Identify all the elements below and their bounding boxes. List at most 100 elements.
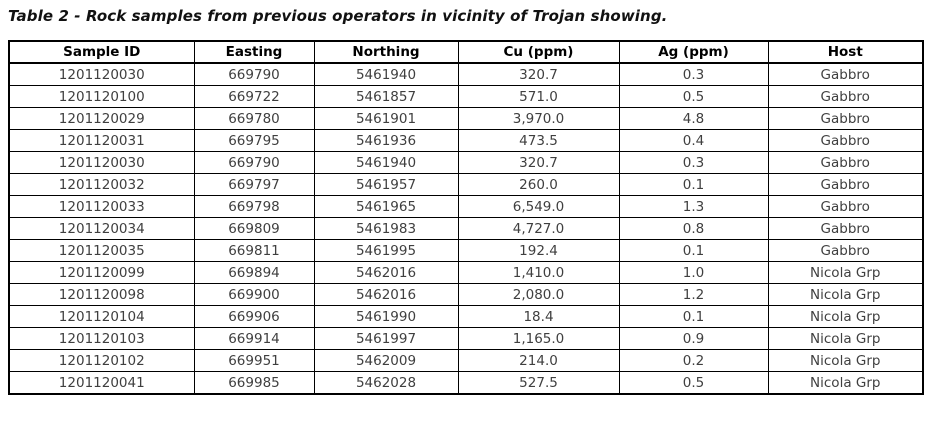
cell-ag-ppm: 0.5 [618,371,769,395]
table-header: Sample ID Easting Northing Cu (ppm) Ag (ppm)… [8,40,924,64]
column-header-sample-id: Sample ID [8,40,195,64]
column-header-easting: Easting [193,40,315,64]
table-row: 1201120102 669951 5462009 214.0 0.2 Nicola Gr… [8,349,924,372]
cell-sample-id: 1201120099 [8,261,195,284]
cell-cu-ppm: 3,970.0 [457,107,620,130]
table-row: 1201120029 669780 5461901 3,970.0 4.8 Gabbro [8,107,924,130]
cell-sample-id: 1201120032 [8,173,195,196]
cell-ag-ppm: 0.8 [618,217,769,240]
cell-host: Gabbro [767,107,924,130]
cell-northing: 5461995 [313,239,459,262]
cell-host: Nicola Grp [767,349,924,372]
cell-sample-id: 1201120100 [8,85,195,108]
cell-northing: 5461997 [313,327,459,350]
cell-cu-ppm: 260.0 [457,173,620,196]
cell-ag-ppm: 0.2 [618,349,769,372]
cell-northing: 5461936 [313,129,459,152]
cell-cu-ppm: 1,165.0 [457,327,620,350]
cell-cu-ppm: 214.0 [457,349,620,372]
cell-host: Nicola Grp [767,327,924,350]
cell-sample-id: 1201120031 [8,129,195,152]
cell-host: Gabbro [767,129,924,152]
cell-ag-ppm: 1.2 [618,283,769,306]
cell-ag-ppm: 0.5 [618,85,769,108]
cell-host: Nicola Grp [767,261,924,284]
table-row: 1201120030 669790 5461940 320.7 0.3 Gabbro [8,62,924,86]
cell-easting: 669797 [193,173,315,196]
cell-easting: 669795 [193,129,315,152]
table-row: 1201120103 669914 5461997 1,165.0 0.9 Nicola … [8,327,924,350]
table-caption: Table 2 - Rock samples from previous ope… [8,7,668,25]
cell-ag-ppm: 0.1 [618,173,769,196]
cell-sample-id: 1201120033 [8,195,195,218]
cell-ag-ppm: 0.3 [618,62,769,86]
table-row: 1201120030 669790 5461940 320.7 0.3 Gabbro [8,151,924,174]
cell-easting: 669780 [193,107,315,130]
cell-cu-ppm: 6,549.0 [457,195,620,218]
cell-cu-ppm: 1,410.0 [457,261,620,284]
cell-cu-ppm: 192.4 [457,239,620,262]
cell-cu-ppm: 473.5 [457,129,620,152]
cell-sample-id: 1201120103 [8,327,195,350]
cell-sample-id: 1201120104 [8,305,195,328]
cell-host: Nicola Grp [767,305,924,328]
table-row: 1201120032 669797 5461957 260.0 0.1 Gabbro [8,173,924,196]
cell-northing: 5461965 [313,195,459,218]
table-body: 1201120030 669790 5461940 320.7 0.3 Gabbro 120… [8,62,924,395]
cell-host: Gabbro [767,151,924,174]
cell-easting: 669811 [193,239,315,262]
cell-easting: 669798 [193,195,315,218]
table-row: 1201120100 669722 5461857 571.0 0.5 Gabbro [8,85,924,108]
cell-ag-ppm: 4.8 [618,107,769,130]
cell-sample-id: 1201120030 [8,62,195,86]
cell-sample-id: 1201120041 [8,371,195,395]
cell-host: Gabbro [767,85,924,108]
cell-northing: 5462009 [313,349,459,372]
cell-northing: 5461957 [313,173,459,196]
cell-northing: 5462016 [313,283,459,306]
cell-northing: 5461857 [313,85,459,108]
cell-ag-ppm: 0.3 [618,151,769,174]
cell-northing: 5462016 [313,261,459,284]
cell-cu-ppm: 320.7 [457,62,620,86]
cell-host: Nicola Grp [767,371,924,395]
table-row: 1201120041 669985 5462028 527.5 0.5 Nicola Gr… [8,371,924,395]
column-header-host: Host [767,40,924,64]
cell-host: Nicola Grp [767,283,924,306]
cell-host: Gabbro [767,239,924,262]
table-row: 1201120033 669798 5461965 6,549.0 1.3 Gabbro [8,195,924,218]
cell-sample-id: 1201120029 [8,107,195,130]
cell-host: Gabbro [767,62,924,86]
cell-northing: 5461983 [313,217,459,240]
cell-easting: 669900 [193,283,315,306]
cell-easting: 669951 [193,349,315,372]
cell-northing: 5461990 [313,305,459,328]
cell-ag-ppm: 0.1 [618,305,769,328]
table-header-row: Sample ID Easting Northing Cu (ppm) Ag (ppm)… [8,40,924,64]
cell-northing: 5461940 [313,62,459,86]
column-header-cu-ppm: Cu (ppm) [457,40,620,64]
cell-easting: 669894 [193,261,315,284]
cell-cu-ppm: 320.7 [457,151,620,174]
cell-sample-id: 1201120034 [8,217,195,240]
cell-easting: 669790 [193,151,315,174]
column-header-ag-ppm: Ag (ppm) [618,40,769,64]
cell-ag-ppm: 0.9 [618,327,769,350]
cell-northing: 5461901 [313,107,459,130]
cell-easting: 669809 [193,217,315,240]
cell-sample-id: 1201120035 [8,239,195,262]
cell-cu-ppm: 571.0 [457,85,620,108]
cell-cu-ppm: 18.4 [457,305,620,328]
table-row: 1201120031 669795 5461936 473.5 0.4 Gabbro [8,129,924,152]
cell-easting: 669914 [193,327,315,350]
cell-host: Gabbro [767,217,924,240]
column-header-northing: Northing [313,40,459,64]
cell-ag-ppm: 0.4 [618,129,769,152]
cell-ag-ppm: 0.1 [618,239,769,262]
cell-ag-ppm: 1.3 [618,195,769,218]
cell-easting: 669790 [193,62,315,86]
cell-host: Gabbro [767,195,924,218]
table-row: 1201120104 669906 5461990 18.4 0.1 Nicola Grp [8,305,924,328]
rock-samples-table: Sample ID Easting Northing Cu (ppm) Ag (ppm)… [8,40,924,395]
table-row: 1201120099 669894 5462016 1,410.0 1.0 Nicola … [8,261,924,284]
